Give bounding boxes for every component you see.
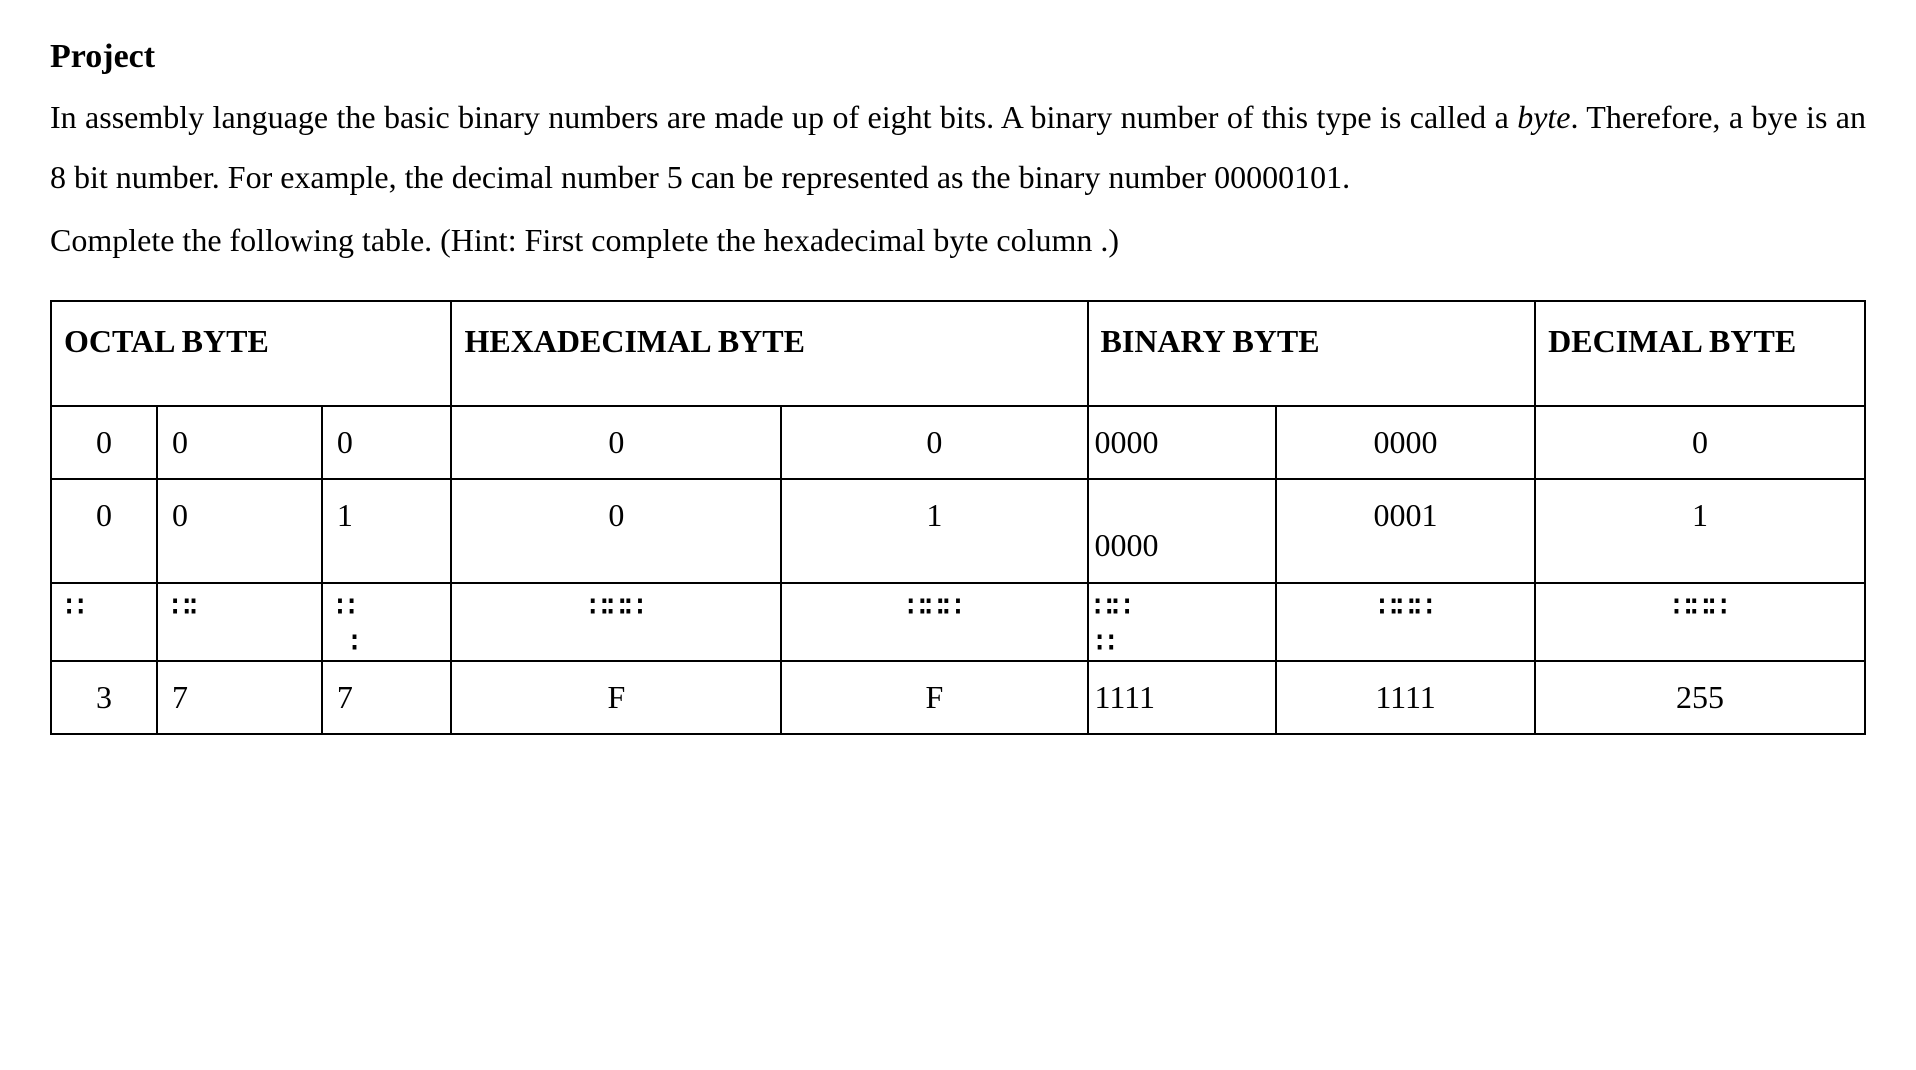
dots-extra-icon: ∶: [337, 620, 445, 650]
cell-oct2: 0: [157, 406, 322, 479]
cell-oct2: 7: [157, 661, 322, 734]
header-octal: OCTAL BYTE: [51, 301, 451, 406]
dots-icon: ∷∷∷: [458, 594, 774, 620]
cell-oct3: 1: [322, 479, 452, 582]
dots-extra-icon: ∷: [1095, 620, 1269, 650]
cell-dec: 0: [1535, 406, 1865, 479]
cell-dots: ∷∷∷: [1276, 583, 1535, 661]
cell-oct2: 0: [157, 479, 322, 582]
header-binary: BINARY BYTE: [1088, 301, 1536, 406]
cell-hex1: F: [451, 661, 781, 734]
dots-icon: ∷: [66, 594, 150, 620]
cell-dots: ∷∷ ∷: [1088, 583, 1276, 661]
cell-hex2: 0: [781, 406, 1087, 479]
cell-dots: ∷∷∷: [1535, 583, 1865, 661]
cell-bin2: 0001: [1276, 479, 1535, 582]
cell-bin2: 0000: [1276, 406, 1535, 479]
cell-hex1: 0: [451, 406, 781, 479]
dots-icon: ∷∷∷: [1283, 594, 1528, 620]
dots-icon: ∷∶: [172, 594, 315, 620]
paragraph-1: In assembly language the basic binary nu…: [50, 88, 1866, 206]
cell-oct1: 0: [51, 406, 157, 479]
cell-dec: 255: [1535, 661, 1865, 734]
byte-table-wrapper: OCTAL BYTE HEXADECIMAL BYTE BINARY BYTE …: [50, 300, 1866, 735]
cell-bin1-bottom: 0000: [1095, 520, 1269, 571]
paragraph-2: Complete the following table. (Hint: Fir…: [50, 211, 1866, 270]
dots-icon: ∷∷∷: [788, 594, 1080, 620]
cell-bin1: 1111: [1088, 661, 1276, 734]
project-heading: Project: [50, 30, 1866, 84]
cell-dots: ∷∷∷: [451, 583, 781, 661]
cell-bin1: 0000: [1088, 479, 1276, 582]
para1-part-b-italic: byte: [1517, 99, 1570, 135]
table-row: 0 0 0 0 0 0000 0000 0: [51, 406, 1865, 479]
cell-dec: 1: [1535, 479, 1865, 582]
cell-oct3: 0: [322, 406, 452, 479]
header-decimal: DECIMAL BYTE: [1535, 301, 1865, 406]
cell-oct1: 0: [51, 479, 157, 582]
para1-part-a: In assembly language the basic binary nu…: [50, 99, 1517, 135]
table-header-row: OCTAL BYTE HEXADECIMAL BYTE BINARY BYTE …: [51, 301, 1865, 406]
cell-oct3: 7: [322, 661, 452, 734]
cell-hex2: F: [781, 661, 1087, 734]
cell-bin2: 1111: [1276, 661, 1535, 734]
dots-icon: ∷: [337, 594, 445, 620]
table-row: 3 7 7 F F 1111 1111 255: [51, 661, 1865, 734]
table-row-dots: ∷ ∷∶ ∷ ∶ ∷∷∷ ∷∷∷ ∷: [51, 583, 1865, 661]
table-row: 0 0 1 0 1 0000 0001 1: [51, 479, 1865, 582]
cell-bin1: 0000: [1088, 406, 1276, 479]
byte-conversion-table: OCTAL BYTE HEXADECIMAL BYTE BINARY BYTE …: [50, 300, 1866, 735]
cell-dots: ∷ ∶: [322, 583, 452, 661]
dots-icon: ∷∷∷: [1542, 594, 1858, 620]
cell-dots: ∷: [51, 583, 157, 661]
cell-oct1: 3: [51, 661, 157, 734]
header-hex: HEXADECIMAL BYTE: [451, 301, 1087, 406]
document-root: Project In assembly language the basic b…: [50, 30, 1866, 735]
dots-icon: ∷∷: [1095, 594, 1269, 620]
cell-dots: ∷∷∷: [781, 583, 1087, 661]
cell-dots: ∷∶: [157, 583, 322, 661]
cell-hex2: 1: [781, 479, 1087, 582]
cell-hex1: 0: [451, 479, 781, 582]
